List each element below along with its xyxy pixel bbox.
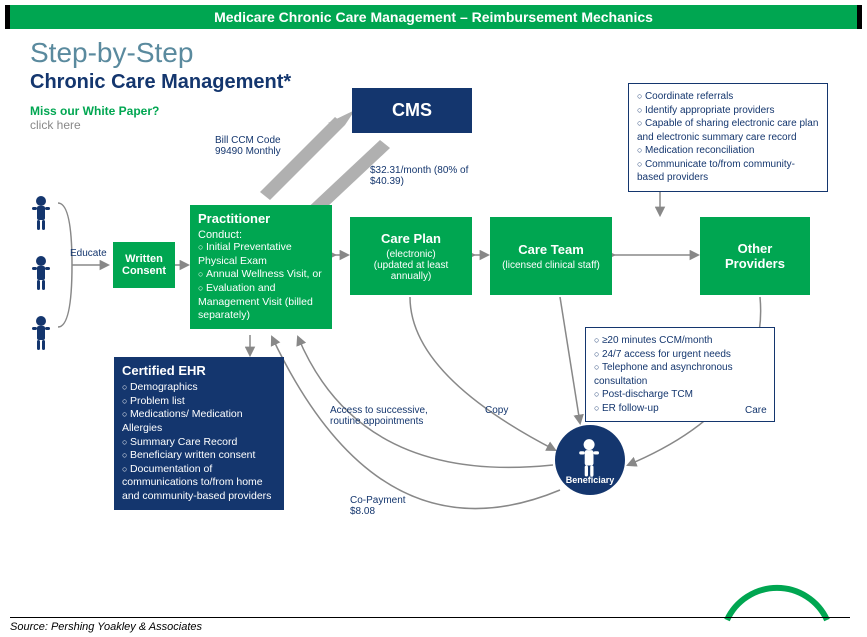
- list-item: ≥20 minutes CCM/month: [594, 334, 766, 348]
- other-title: Other Providers: [708, 241, 802, 271]
- access-label: Access to successive, routine appointmen…: [330, 405, 450, 427]
- educate-label: Educate: [70, 248, 107, 259]
- other-box: Other Providers: [700, 217, 810, 295]
- logo-arc-icon: [717, 582, 837, 622]
- careplan-box: Care Plan (electronic) (updated at least…: [350, 217, 472, 295]
- list-item: Problem list: [122, 395, 276, 409]
- list-item: Medications/ Medication Allergies: [122, 408, 276, 435]
- bill-label: Bill CCM Code 99490 Monthly: [215, 135, 305, 157]
- careplan-sub2: (updated at least annually): [358, 260, 464, 282]
- list-item: Post-discharge TCM: [594, 388, 766, 402]
- list-item: Telephone and asynchronous consultation: [594, 361, 766, 388]
- capabilities-list: Coordinate referrals Identify appropriat…: [637, 90, 819, 185]
- careteam-box: Care Team (licensed clinical staff): [490, 217, 612, 295]
- rate-label: $32.31/month (80% of $40.39): [370, 165, 470, 187]
- services-list: ≥20 minutes CCM/month 24/7 access for ur…: [594, 334, 766, 415]
- consent-box: Written Consent: [113, 242, 175, 288]
- other-provider-capabilities-box: Coordinate referrals Identify appropriat…: [628, 83, 828, 192]
- careteam-sub: (licensed clinical staff): [498, 260, 604, 271]
- copy-label: Copy: [485, 405, 508, 416]
- cms-title: CMS: [392, 100, 432, 121]
- header-bar: Medicare Chronic Care Management – Reimb…: [5, 5, 862, 29]
- step-title: Step-by-Step: [30, 37, 867, 69]
- beneficiary-label: Beneficiary: [555, 475, 625, 485]
- list-item: Annual Wellness Visit, or: [198, 268, 324, 282]
- consent-title: Written Consent: [121, 253, 167, 277]
- ehr-title: Certified EHR: [122, 363, 276, 378]
- list-item: ER follow-up: [594, 402, 766, 416]
- practitioner-list: Initial Preventative Physical Exam Annua…: [198, 241, 324, 323]
- practitioner-title: Practitioner: [198, 211, 324, 226]
- list-item: Coordinate referrals: [637, 90, 819, 104]
- list-item: Identify appropriate providers: [637, 104, 819, 118]
- footer-source: Source: Pershing Yoakley & Associates: [10, 617, 850, 633]
- list-item: Demographics: [122, 381, 276, 395]
- list-item: Medication reconciliation: [637, 144, 819, 158]
- list-item: Beneficiary written consent: [122, 449, 276, 463]
- list-item: Capable of sharing electronic care plan …: [637, 117, 819, 144]
- list-item: Summary Care Record: [122, 436, 276, 450]
- list-item: Evaluation and Management Visit (billed …: [198, 282, 324, 323]
- ehr-box: Certified EHR Demographics Problem list …: [114, 357, 284, 510]
- copay-label: Co-Payment $8.08: [350, 495, 430, 517]
- ehr-list: Demographics Problem list Medications/ M…: [122, 381, 276, 504]
- beneficiary-node: Beneficiary: [555, 425, 625, 495]
- care-label: Care: [745, 405, 767, 416]
- practitioner-subtitle: Conduct:: [198, 229, 324, 241]
- careplan-title: Care Plan: [358, 231, 464, 246]
- list-item: Initial Preventative Physical Exam: [198, 241, 324, 268]
- list-item: Communicate to/from community-based prov…: [637, 158, 819, 185]
- cms-box: CMS: [352, 88, 472, 133]
- careteam-title: Care Team: [498, 242, 604, 257]
- list-item: Documentation of communications to/from …: [122, 463, 276, 504]
- careplan-sub1: (electronic): [358, 249, 464, 260]
- list-item: 24/7 access for urgent needs: [594, 348, 766, 362]
- practitioner-box: Practitioner Conduct: Initial Preventati…: [190, 205, 332, 329]
